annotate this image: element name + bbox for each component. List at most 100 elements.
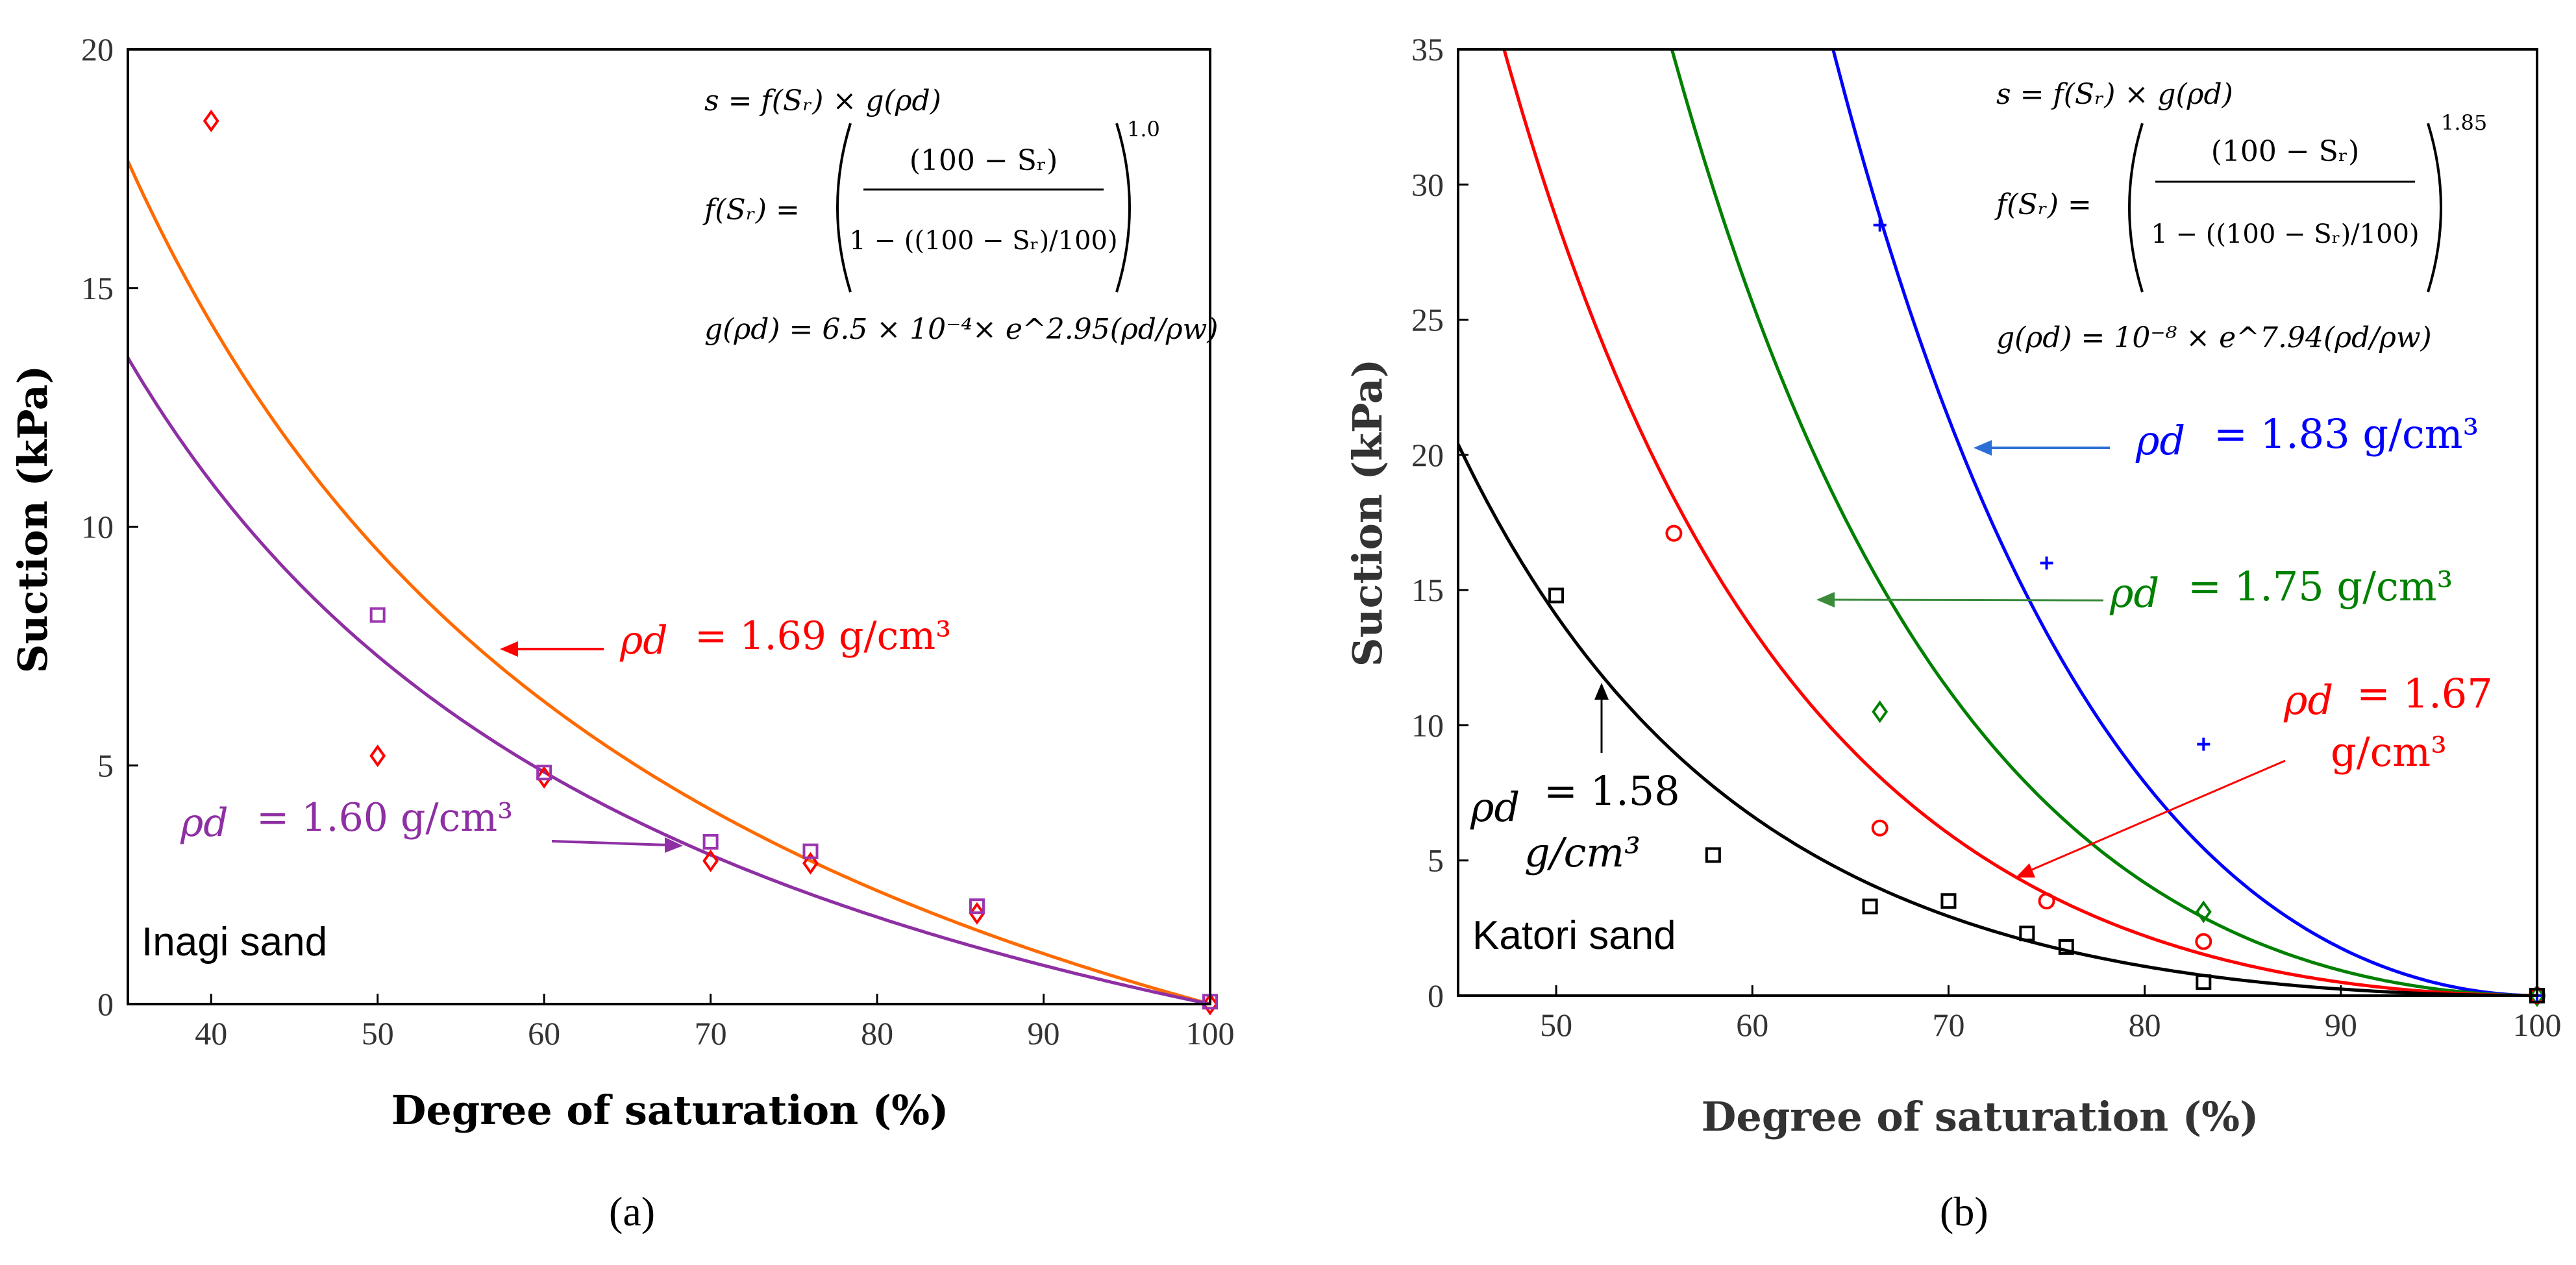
big-paren-right-b: [2427, 123, 2442, 293]
y-tick-label: 0: [97, 986, 114, 1022]
equation-g-b: g(ρd) = 10⁻⁸ × e^7.94(ρd/ρw): [1996, 321, 2432, 354]
x-axis-label-a: Degree of saturation (%): [391, 1087, 949, 1134]
data-point: [2196, 974, 2212, 990]
fit-curve: [128, 356, 1210, 1004]
series-label-158-name: ρd: [1470, 783, 1520, 831]
series-label-167-unit: g/cm³: [2331, 728, 2447, 776]
sample-label-b: Katori sand: [1472, 913, 1676, 958]
y-tick-label: 10: [1411, 707, 1444, 743]
x-tick-label: 70: [695, 1015, 727, 1051]
equation-block-a: s = f(Sᵣ) × g(ρd) f(Sᵣ) = (100 − Sᵣ) 1 −…: [702, 84, 1218, 346]
data-point: [2038, 892, 2055, 910]
x-tick-label: 100: [1186, 1015, 1235, 1051]
data-point: [2040, 556, 2053, 570]
caption-a: (a): [609, 1188, 656, 1234]
series-label-167: ρd = 1.67 g/cm³: [2016, 670, 2493, 878]
data-point: [702, 833, 719, 850]
y-axis-label-b: Suction (kPa): [1344, 359, 1391, 667]
y-tick-label: 0: [1428, 977, 1444, 1014]
fit-curve: [1502, 49, 2537, 996]
series-label-183-value: = 1.83 g/cm³: [2214, 410, 2479, 458]
x-tick-label: 60: [528, 1015, 560, 1051]
y-tick-label: 30: [1411, 166, 1444, 203]
fit-curve: [1458, 443, 2537, 996]
data-point: [969, 902, 985, 925]
data-point: [1548, 587, 1565, 604]
y-axis-label-a: Suction (kPa): [9, 365, 56, 674]
data-point: [2197, 737, 2211, 751]
big-paren-left-b: [2128, 123, 2144, 293]
series-label-175: ρd = 1.75 g/cm³: [1816, 563, 2453, 617]
data-point: [1862, 898, 1878, 915]
series-label-167-name: ρd: [2283, 676, 2333, 724]
equation-f-den-b: 1 − ((100 − Sᵣ)/100): [2151, 219, 2419, 249]
x-tick-label: 50: [1540, 1007, 1572, 1043]
equation-f-num-b: (100 − Sᵣ): [2211, 135, 2360, 168]
equation-f-exp-a: 1.0: [1127, 117, 1160, 141]
series-label-160: ρd = 1.60 g/cm³: [180, 795, 683, 853]
y-tick-label: 35: [1411, 31, 1444, 68]
series-label-158: ρd = 1.58 g/cm³: [1470, 683, 1680, 876]
y-tick-label: 20: [81, 31, 114, 68]
x-tick-label: 60: [1736, 1007, 1768, 1043]
x-tick-label: 80: [861, 1015, 893, 1051]
arrowhead-160: [665, 837, 683, 853]
arrowhead-175: [1816, 592, 1835, 608]
data-point: [2195, 933, 2212, 950]
series-label-169-name: ρd: [619, 618, 668, 663]
series-label-167-value: = 1.67: [2357, 670, 2493, 717]
fit-curve: [1831, 49, 2537, 996]
equation-f-num-a: (100 − Sᵣ): [910, 144, 1058, 177]
equation-f-lhs-a: f(Sᵣ) =: [702, 193, 800, 227]
series-label-175-name: ρd: [2109, 569, 2159, 617]
y-tick-label: 15: [81, 270, 114, 306]
x-tick-label: 90: [1028, 1015, 1060, 1051]
caption-b: (b): [1940, 1188, 1988, 1234]
data-point: [1940, 893, 1957, 909]
data-point: [1705, 847, 1721, 863]
big-paren-left-a: [836, 123, 852, 293]
data-point: [2195, 900, 2212, 924]
sample-label-a: Inagi sand: [142, 920, 327, 964]
fit-curves-b: [1458, 49, 2537, 996]
data-point: [369, 744, 386, 767]
chart-panel-a: 40 50 60 70 80 90 100 0 5 10 15 20 Degree of satura…: [9, 31, 1235, 1134]
y-tick-label: 25: [1411, 302, 1444, 338]
equation-f-exp-b: 1.85: [2441, 110, 2487, 135]
data-point: [969, 898, 985, 915]
y-tick-label: 10: [81, 509, 114, 545]
equation-block-b: s = f(Sᵣ) × g(ρd) f(Sᵣ) = (100 − Sᵣ) 1 −…: [1994, 78, 2487, 354]
data-point: [536, 765, 552, 781]
y-tick-label: 15: [1411, 572, 1444, 608]
arrowhead-158: [1594, 683, 1609, 700]
equation-f-lhs-b: f(Sᵣ) =: [1994, 188, 2092, 221]
data-point: [203, 109, 219, 132]
fit-curves-a: [128, 160, 1210, 1004]
axis-ticks-b: 50 60 70 80 90 100 0 5 10 15 20 25 30 35: [1411, 31, 2562, 1043]
y-tick-label: 5: [97, 747, 114, 783]
data-point: [1873, 218, 1887, 232]
series-label-169: ρd = 1.69 g/cm³: [500, 613, 951, 663]
big-paren-right-a: [1115, 123, 1131, 293]
data-point: [1872, 700, 1889, 724]
arrow-160: [551, 840, 669, 846]
data-point: [369, 607, 386, 623]
arrowhead-183: [1974, 440, 1992, 456]
series-label-175-value: = 1.75 g/cm³: [2188, 563, 2453, 610]
data-point: [2529, 984, 2545, 1007]
arrowhead-167: [2016, 863, 2035, 878]
data-point: [1871, 819, 1889, 837]
series-label-183-name: ρd: [2135, 417, 2185, 464]
series-label-160-name: ρd: [180, 800, 229, 846]
x-tick-label: 100: [2513, 1007, 2562, 1043]
arrow-167: [2028, 759, 2286, 872]
data-point: [536, 766, 552, 789]
data-point: [1665, 524, 1683, 542]
data-point: [802, 843, 819, 859]
data-point: [2019, 926, 2035, 942]
plot-frame-b: [1457, 48, 2538, 997]
equation-g-a: g(ρd) = 6.5 × 10⁻⁴× e^2.95(ρd/ρw): [704, 313, 1218, 346]
data-points-a: [203, 109, 1219, 1016]
fit-curve: [128, 160, 1210, 1004]
